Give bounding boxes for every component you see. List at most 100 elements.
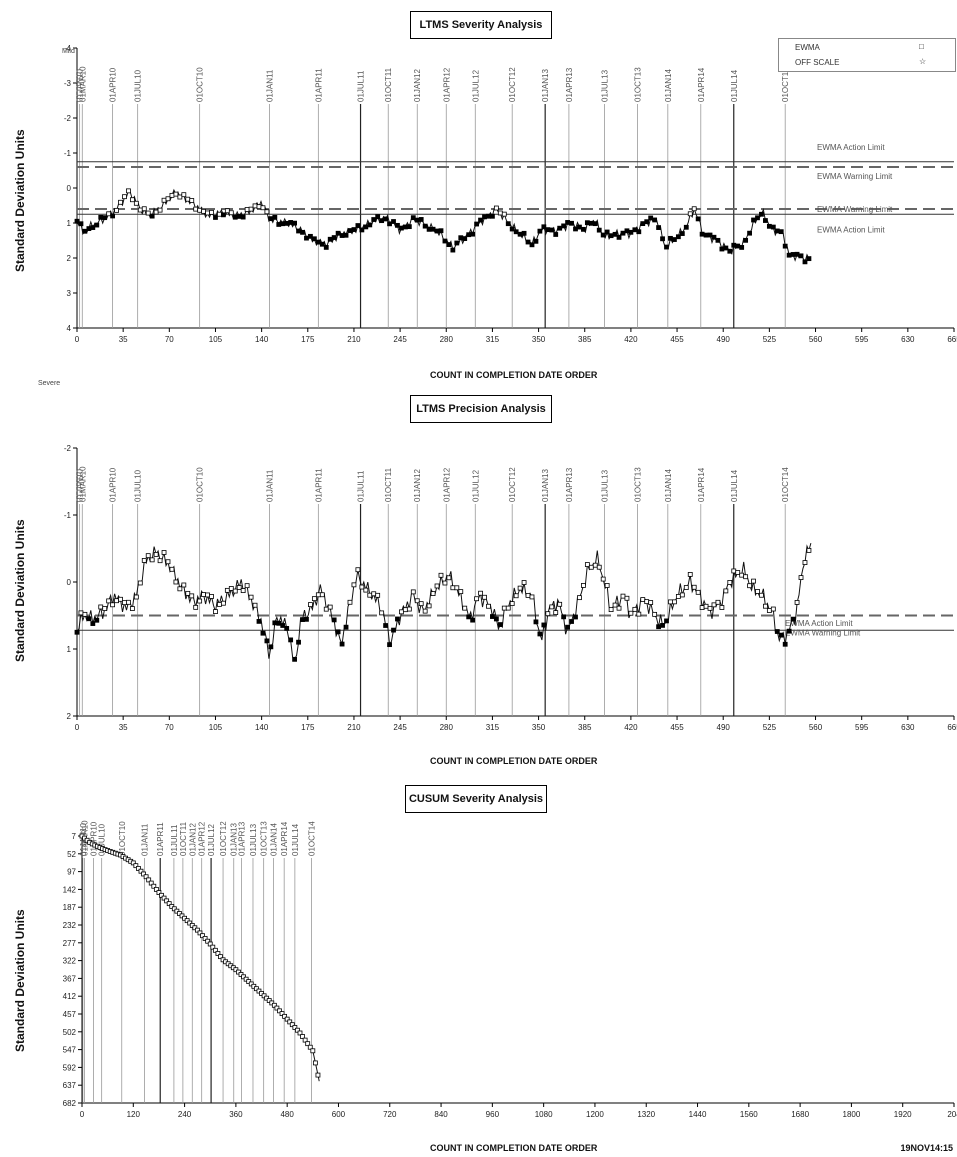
data-point [557, 601, 563, 607]
data-point [486, 213, 491, 219]
data-point [755, 215, 760, 221]
x-tick-label: 665 [947, 335, 957, 344]
limit-label: EWMA Warning Limit [785, 629, 861, 638]
data-point [133, 594, 139, 600]
date-marker-label: 01JAN12 [188, 823, 197, 856]
date-marker-label: 01JUL12 [207, 823, 216, 856]
data-point [699, 605, 705, 611]
data-point [759, 211, 764, 217]
data-point [319, 241, 325, 247]
data-point [608, 233, 614, 239]
data-point [271, 1002, 277, 1008]
data-point [220, 212, 226, 218]
data-point [212, 947, 218, 953]
cusum-x-axis-label: COUNT IN COMPLETION DATE ORDER [430, 1143, 598, 1153]
data-point [664, 244, 669, 250]
x-tick-label: 315 [486, 723, 500, 732]
data-point [751, 217, 756, 223]
data-point [616, 234, 622, 240]
data-point [628, 229, 634, 235]
data-point [197, 930, 203, 936]
data-point [351, 227, 357, 232]
cusum-chart-title: CUSUM Severity Analysis [405, 785, 547, 813]
y-tick-label: 4 [67, 324, 72, 333]
data-point [478, 217, 483, 223]
x-tick-label: 280 [440, 335, 454, 344]
data-point [458, 235, 464, 241]
x-tick-label: 360 [229, 1110, 243, 1119]
y-tick-label: 412 [63, 992, 77, 1001]
data-point [335, 230, 341, 236]
date-marker-label: 01JAN14 [664, 469, 673, 502]
data-point [399, 609, 404, 615]
data-point [406, 224, 412, 230]
data-point [743, 237, 749, 243]
data-point [288, 637, 294, 643]
data-point [248, 206, 254, 212]
data-point [165, 559, 171, 565]
data-point [195, 927, 200, 933]
data-point [287, 1019, 293, 1025]
data-point [295, 1027, 300, 1033]
data-point [151, 883, 157, 889]
data-point [307, 1044, 313, 1050]
data-point [98, 604, 104, 610]
data-point [454, 240, 460, 246]
date-marker-label: 01APR13 [237, 821, 246, 856]
data-point [288, 220, 294, 225]
x-tick-label: 480 [280, 1110, 294, 1119]
date-marker-label: 01JAN10 [76, 69, 85, 102]
precision-x-axis-label: COUNT IN COMPLETION DATE ORDER [430, 756, 598, 766]
data-point [193, 206, 199, 212]
data-point [232, 214, 238, 220]
data-point [215, 951, 221, 956]
data-point [711, 602, 717, 608]
data-point [442, 580, 448, 586]
data-point [379, 610, 385, 616]
data-point [446, 242, 452, 247]
data-point [549, 227, 555, 233]
date-marker-label: 01MAR10 [78, 66, 87, 102]
data-point [185, 590, 191, 596]
x-tick-label: 1200 [586, 1110, 604, 1119]
data-point [529, 242, 535, 248]
data-point [537, 228, 543, 234]
data-point [308, 233, 313, 239]
data-point [478, 590, 483, 596]
y-tick-label: 2 [67, 254, 72, 263]
x-tick-label: 960 [486, 1110, 500, 1119]
data-point [272, 620, 278, 626]
data-point [505, 221, 511, 227]
date-marker-label: 01APR12 [198, 821, 207, 856]
x-tick-label: 385 [578, 335, 592, 344]
y-tick-label: 637 [63, 1081, 77, 1090]
data-point [395, 616, 400, 622]
data-point [636, 229, 642, 235]
data-point [774, 228, 780, 234]
data-point [90, 225, 96, 230]
date-marker-label: 01JAN11 [266, 69, 275, 102]
date-marker-label: 01OCT13 [633, 67, 642, 102]
y-tick-label: 2 [67, 712, 72, 721]
data-point [78, 221, 84, 227]
data-point [786, 628, 792, 634]
data-point [770, 224, 776, 230]
y-tick-label: 232 [63, 921, 77, 930]
data-point [118, 199, 123, 205]
data-point [272, 214, 278, 220]
data-point [90, 621, 96, 626]
data-point [679, 231, 685, 236]
data-point [268, 644, 274, 650]
y-tick-label: 502 [63, 1028, 77, 1037]
data-point [74, 218, 80, 224]
data-point [82, 228, 88, 234]
data-point [213, 215, 218, 220]
x-tick-label: 490 [717, 335, 731, 344]
data-point [311, 596, 317, 602]
data-point [311, 236, 317, 242]
data-point [308, 602, 313, 608]
data-point [102, 606, 108, 611]
precision-y-axis-label: Standard Deviation Units [13, 519, 27, 662]
x-tick-label: 385 [578, 723, 592, 732]
